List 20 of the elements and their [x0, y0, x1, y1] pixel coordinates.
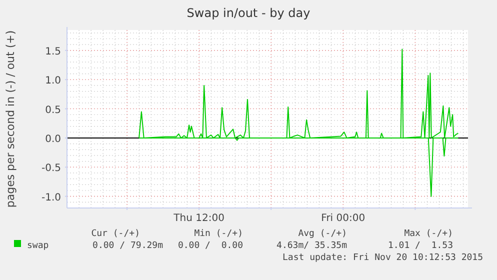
- chart-title: Swap in/out - by day: [186, 6, 310, 20]
- y-tick-label: 1.0: [45, 76, 61, 87]
- text: Avg (-/+): [298, 229, 347, 239]
- x-tick-label: Fri 00:00: [321, 213, 366, 224]
- x-tick-label: Thu 12:00: [172, 213, 224, 224]
- text: Last update: Fri Nov 20 10:12:53 2015: [282, 253, 483, 263]
- y-tick-label: 1.5: [45, 46, 61, 58]
- y-tick-label: 0.0: [45, 134, 61, 145]
- y-tick-label: 0.5: [45, 104, 61, 116]
- y-tick-label: -0.5: [41, 163, 61, 174]
- text: 4.63m/ 35.35m: [276, 241, 347, 251]
- text: Cur (-/+): [91, 229, 140, 239]
- y-axis-title: pages per second in (-) / out (+): [4, 30, 17, 208]
- text: 1.01 / 1.53: [388, 241, 453, 251]
- y-tick-label: -1.0: [41, 192, 61, 204]
- legend-label: swap: [27, 241, 49, 251]
- text: 0.00 / 0.00: [178, 241, 243, 251]
- text: Min (-/+): [194, 229, 243, 239]
- text: 0.00 / 79.29m: [92, 241, 163, 251]
- text: Max (-/+): [404, 229, 453, 239]
